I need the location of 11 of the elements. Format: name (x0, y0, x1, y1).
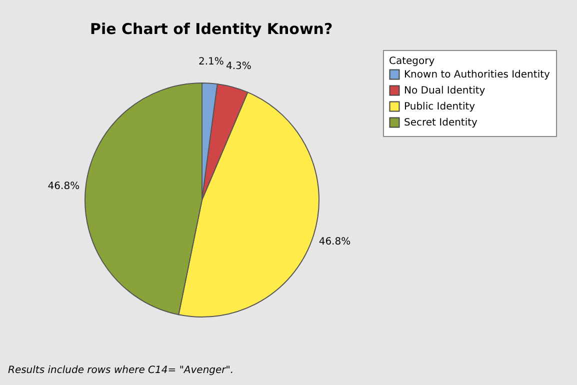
legend-label: Public Identity (404, 102, 476, 112)
chart-title: Pie Chart of Identity Known? (90, 20, 333, 38)
legend-title: Category (389, 56, 435, 67)
data-label: 46.8% (318, 236, 351, 248)
data-label: 2.1% (198, 56, 224, 68)
legend-label: Known to Authorities Identity (404, 70, 550, 80)
text: Results include rows where C14= "Avenger". (8, 365, 234, 376)
legend-label: No Dual Identity (404, 86, 486, 96)
data-label: 46.8% (48, 181, 80, 192)
legend-label: Secret Identity (404, 118, 478, 128)
data-label: 4.3% (226, 60, 252, 72)
